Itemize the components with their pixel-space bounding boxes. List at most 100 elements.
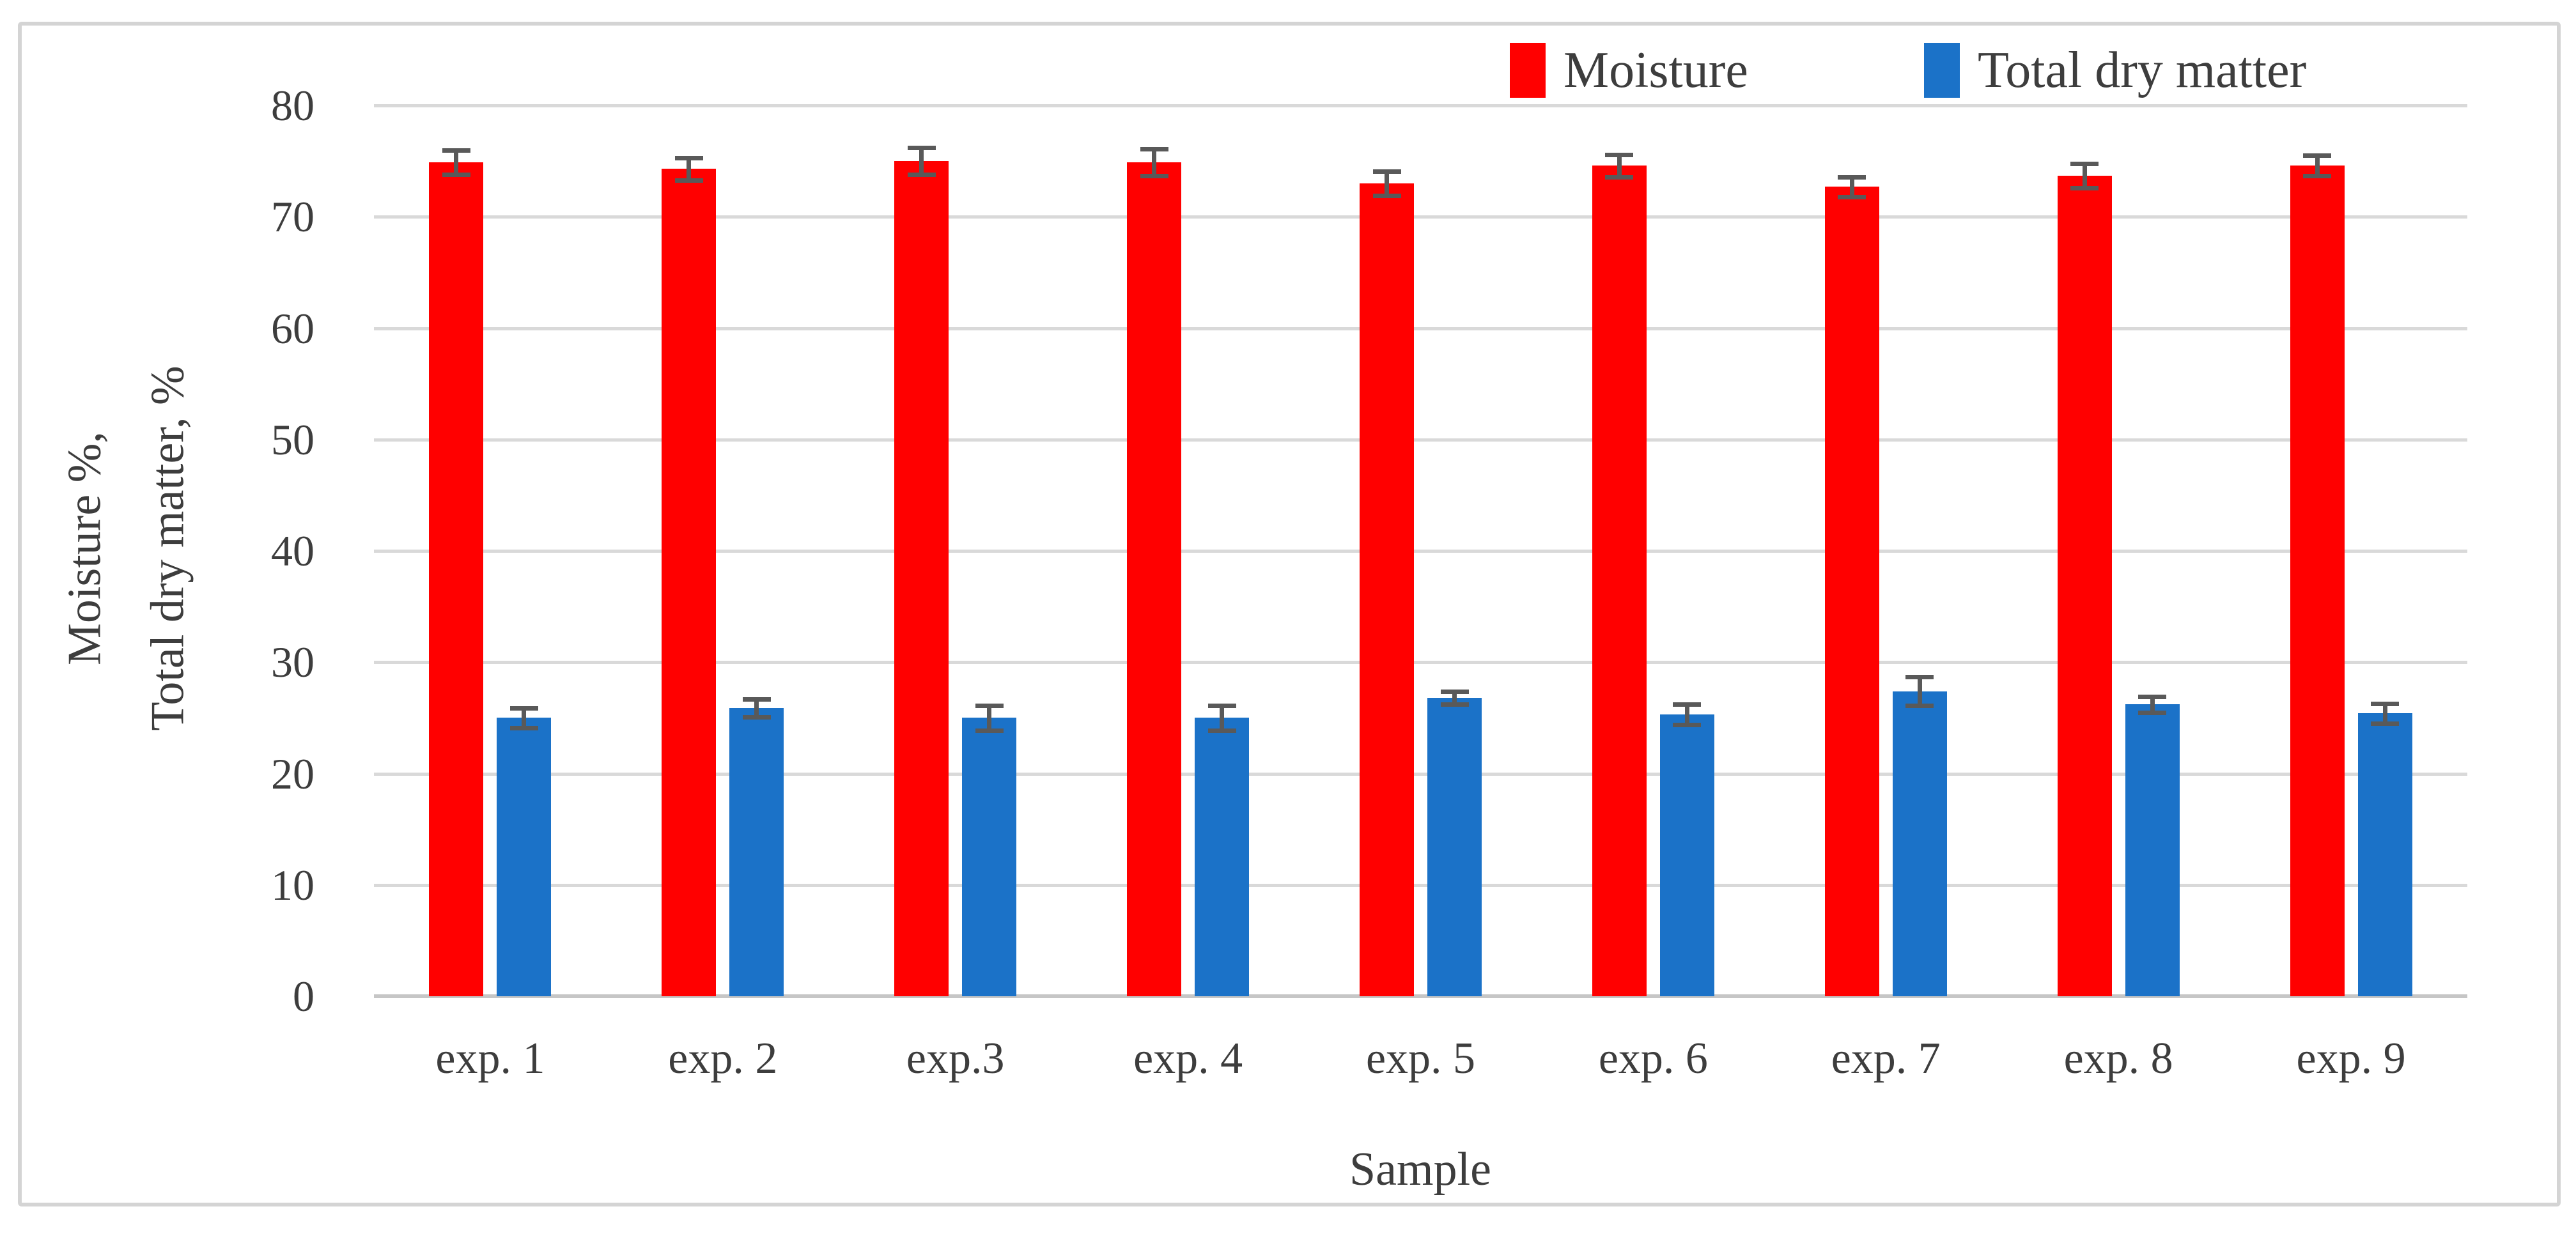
x-tick-label-8: exp. 8 [2063, 1034, 2173, 1083]
error-bar-line [1684, 704, 1689, 725]
error-bar-cap [509, 705, 538, 711]
error-bar-line [1849, 176, 1854, 197]
gridline [374, 104, 2467, 107]
error-bar-line [1917, 676, 1922, 706]
moisture-bar-8 [2057, 175, 2112, 996]
error-bar-cap [1838, 194, 1866, 199]
error-bar-line [1617, 154, 1622, 177]
error-bar-line [1452, 691, 1457, 705]
error-bar-cap [975, 728, 1004, 733]
error-bar-cap [1905, 704, 1934, 709]
y-tick-label: 0 [293, 972, 314, 1021]
error-bar-cap [674, 155, 703, 160]
error-bar-cap [907, 173, 936, 178]
error-bar-line [2382, 703, 2387, 724]
error-bar-cap [907, 146, 936, 151]
error-bar-cap [1440, 689, 1469, 694]
legend-label-moisture: Moisture [1563, 42, 1748, 98]
x-tick-label-5: exp. 5 [1365, 1034, 1476, 1083]
error-bar-line [987, 705, 992, 730]
error-bar-cap [1605, 152, 1634, 157]
error-bar-cap [2371, 721, 2400, 727]
error-bar-cap [742, 714, 771, 720]
y-axis-title-line1: Moisture %, [58, 431, 111, 665]
x-tick-label-6: exp. 6 [1598, 1034, 1708, 1083]
y-tick-label: 30 [271, 638, 314, 687]
error-bar-line [2315, 155, 2320, 176]
error-bar-cap [674, 178, 703, 183]
moisture-bar-1 [429, 162, 484, 996]
legend: Moisture Total dry matter [0, 40, 2576, 101]
y-tick-label: 50 [271, 415, 314, 464]
y-tick-label: 80 [271, 81, 314, 130]
error-bar-line [1152, 148, 1157, 176]
error-bar-cap [1673, 722, 1702, 727]
legend-swatch-dry-matter [1924, 43, 1960, 98]
error-bar-cap [1140, 146, 1168, 151]
dry-matter-bar-2 [729, 707, 784, 996]
error-bar-cap [2303, 173, 2332, 178]
moisture-bar-3 [894, 161, 949, 996]
dry-matter-bar-8 [2125, 704, 2180, 996]
error-bar-cap [1372, 194, 1401, 199]
error-bar-cap [1207, 704, 1236, 709]
legend-swatch-moisture [1510, 43, 1546, 98]
legend-label-dry-matter: Total dry matter [1978, 42, 2307, 98]
error-bar-cap [1140, 173, 1168, 178]
dry-matter-bar-4 [1195, 718, 1250, 996]
x-tick-label-3: exp.3 [906, 1034, 1005, 1083]
dry-matter-bar-6 [1659, 714, 1714, 996]
dry-matter-bar-7 [1892, 691, 1947, 996]
error-bar-cap [2303, 153, 2332, 158]
error-bar-line [2150, 697, 2155, 713]
error-bar-cap [2070, 185, 2099, 190]
moisture-bar-5 [1360, 183, 1414, 996]
error-bar-cap [1905, 674, 1934, 679]
x-tick-label-7: exp. 7 [1831, 1034, 1941, 1083]
gridline [374, 772, 2467, 776]
error-bar-line [919, 148, 924, 175]
error-bar-cap [2138, 695, 2167, 700]
error-bar-line [1220, 705, 1225, 730]
gridline [374, 215, 2467, 219]
error-bar-cap [2371, 701, 2400, 706]
error-bar-line [522, 707, 527, 728]
error-bar-cap [1372, 169, 1401, 174]
dry-matter-bar-5 [1427, 698, 1482, 996]
x-tick-label-1: exp. 1 [435, 1034, 545, 1083]
error-bar-cap [1673, 702, 1702, 707]
error-bar-cap [442, 148, 470, 153]
gridline [374, 550, 2467, 553]
legend-item-dry-matter: Total dry matter [1924, 40, 2306, 101]
y-tick-label: 70 [271, 192, 314, 242]
x-axis-title: Sample [1349, 1143, 1491, 1196]
error-bar-line [454, 150, 459, 175]
error-bar-line [1385, 171, 1389, 196]
error-bar-line [754, 698, 759, 717]
error-bar-cap [1207, 728, 1236, 733]
error-bar-cap [2070, 161, 2099, 166]
error-bar-line [687, 157, 692, 180]
error-bar-cap [442, 173, 470, 178]
error-bar-line [2082, 163, 2087, 188]
error-bar-cap [1838, 174, 1866, 180]
y-tick-label: 40 [271, 527, 314, 575]
dry-matter-bar-1 [497, 718, 552, 996]
gridline [374, 661, 2467, 665]
plot-area [374, 104, 2467, 998]
moisture-bar-7 [1824, 187, 1879, 996]
gridline [374, 883, 2467, 887]
error-bar-cap [2138, 710, 2167, 715]
error-bar-cap [1440, 702, 1469, 707]
error-bar-cap [742, 697, 771, 702]
x-tick-label-9: exp. 9 [2296, 1034, 2406, 1083]
gridline [374, 327, 2467, 330]
moisture-bar-9 [2290, 166, 2345, 996]
y-tick-label: 10 [271, 860, 314, 909]
y-tick-label: 20 [271, 749, 314, 798]
y-tick-label: 60 [271, 304, 314, 353]
dry-matter-bar-3 [962, 718, 1017, 996]
dry-matter-bar-9 [2357, 713, 2412, 996]
x-tick-label-2: exp. 2 [668, 1034, 778, 1083]
